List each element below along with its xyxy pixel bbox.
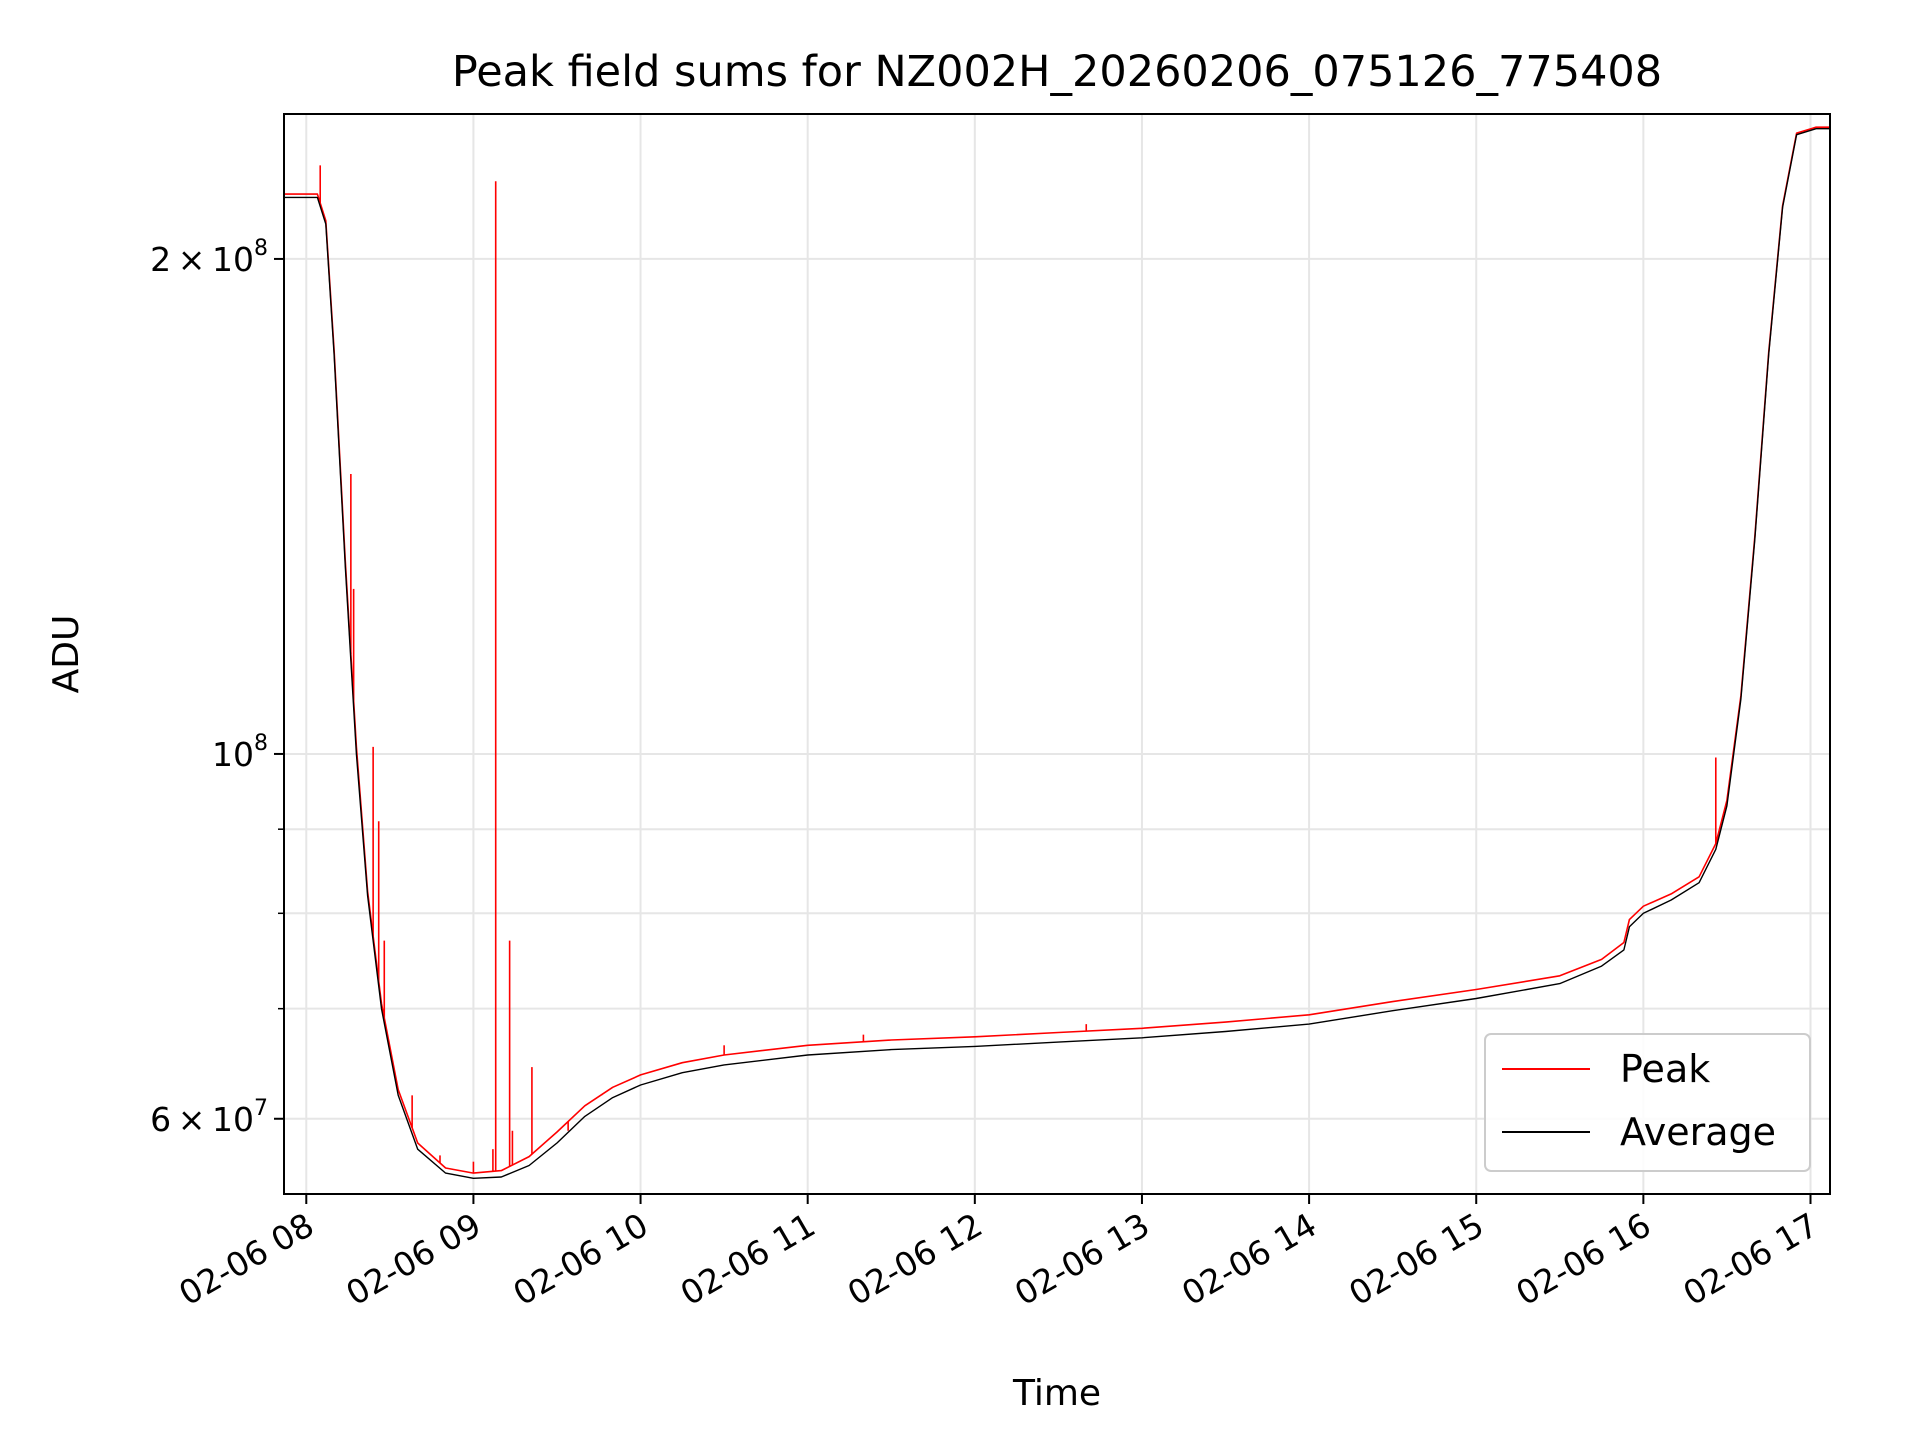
plot-frame [283, 113, 1831, 1195]
y-axis-label: ADU [46, 615, 87, 694]
chart-title: Peak field sums for NZ002H_20260206_0751… [452, 47, 1662, 97]
legend-peak-label: Peak [1620, 1047, 1710, 1091]
x-axis-label: Time [1012, 1373, 1101, 1414]
legend-average-label: Average [1620, 1110, 1776, 1154]
series-peak-line [284, 126, 1830, 1174]
y-tick-label: 2 × 108 [150, 236, 268, 279]
series-layer [284, 126, 1830, 1180]
grid [284, 114, 1830, 1194]
series-average-line [284, 127, 1830, 1180]
y-tick-label: 6 × 107 [150, 1096, 268, 1139]
legend: Peak Average [1484, 1033, 1811, 1172]
y-tick-label: 108 [212, 731, 268, 774]
